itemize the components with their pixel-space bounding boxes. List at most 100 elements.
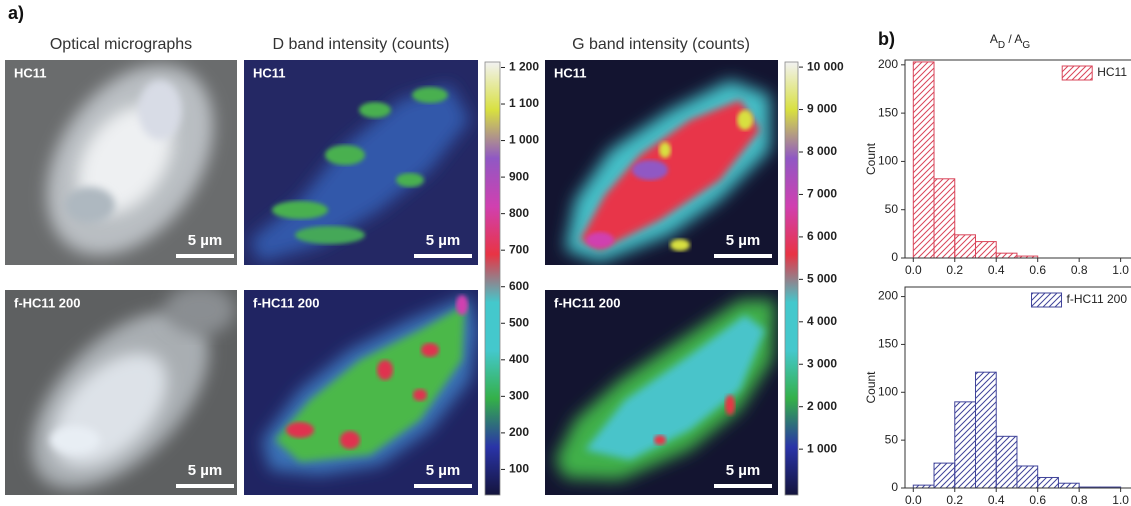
bar bbox=[995, 252, 1018, 259]
optical-image bbox=[5, 290, 237, 495]
g-band-map-shape bbox=[586, 232, 614, 248]
d-band-map-shape bbox=[325, 145, 365, 165]
d-band-map-shape bbox=[456, 295, 468, 315]
sample-label: HC11 bbox=[554, 65, 587, 80]
g-band-map bbox=[545, 60, 778, 265]
sample-label: f-HC11 200 bbox=[253, 295, 319, 310]
y-tick-label: 0 bbox=[891, 480, 898, 494]
optical-image bbox=[5, 60, 237, 265]
sample-label: HC11 bbox=[253, 65, 286, 80]
colorbar-tick-label: 9 000 bbox=[807, 102, 837, 116]
colorbar-tick-label: 3 000 bbox=[807, 356, 837, 370]
sample-label: HC11 bbox=[14, 65, 47, 80]
g-band-map-shape bbox=[580, 100, 760, 250]
plot-frame bbox=[904, 286, 1131, 489]
optical-image-shape bbox=[50, 426, 100, 454]
d-band-map bbox=[244, 290, 478, 495]
y-tick-label: 150 bbox=[878, 105, 898, 119]
colorbar-tick-label: 100 bbox=[509, 462, 529, 476]
d-band-map-shape bbox=[359, 102, 391, 118]
column-title: Optical micrographs bbox=[50, 36, 192, 53]
g-band-map bbox=[545, 290, 778, 495]
scale-label: 5 µm bbox=[188, 232, 223, 249]
g-band-map-shape bbox=[659, 142, 671, 158]
colorbar-tick-label: 5 000 bbox=[807, 272, 837, 286]
bar bbox=[974, 241, 997, 259]
g-band-map-shape bbox=[725, 395, 735, 415]
scale-label: 5 µm bbox=[726, 232, 761, 249]
image-labels: HC11 HC11 HC11 f-HC11 200 f-HC11 200 f-H… bbox=[14, 65, 772, 488]
x-tick-label: 0.8 bbox=[1071, 493, 1088, 506]
colorbar-tick-label: 800 bbox=[509, 206, 529, 220]
x-tick-label: 1.0 bbox=[1112, 263, 1129, 277]
column-title: G band intensity (counts) bbox=[572, 36, 750, 53]
chart-title: AD / AG bbox=[990, 32, 1031, 51]
g-band-map-shape bbox=[670, 239, 690, 251]
y-tick-label: 100 bbox=[878, 154, 898, 168]
bar bbox=[954, 401, 976, 489]
d-band-map-shape bbox=[412, 87, 448, 103]
colorbar-tick-label: 200 bbox=[509, 425, 529, 439]
title-part: / A bbox=[1005, 32, 1022, 46]
colorbar-tick-label: 600 bbox=[509, 279, 529, 293]
colorbar-tick-label: 2 000 bbox=[807, 399, 837, 413]
scale-label: 5 µm bbox=[426, 462, 461, 479]
x-tick-label: 0.4 bbox=[988, 263, 1005, 277]
x-tick-label: 0.0 bbox=[905, 493, 922, 506]
d-band-map-shape bbox=[377, 360, 393, 380]
x-tick-label: 0.2 bbox=[946, 263, 963, 277]
legend-swatch bbox=[1061, 65, 1093, 81]
panel-label: a) bbox=[8, 3, 24, 23]
colorbar-tick-label: 1 000 bbox=[807, 441, 837, 455]
bar bbox=[933, 178, 956, 259]
legend-label: HC11 bbox=[1097, 65, 1127, 79]
x-tick-label: 0.0 bbox=[905, 263, 922, 277]
x-tick-label: 0.8 bbox=[1071, 263, 1088, 277]
colorbar-tick-label: 4 000 bbox=[807, 314, 837, 328]
x-tick-label: 0.2 bbox=[946, 493, 963, 506]
panel-label: b) bbox=[878, 29, 895, 49]
d-band-map-shape bbox=[275, 305, 465, 462]
bar bbox=[912, 61, 935, 259]
d-band-map-shape bbox=[413, 389, 427, 401]
y-tick-label: 200 bbox=[878, 57, 898, 71]
title-part: D bbox=[998, 40, 1005, 51]
optical-image-shape bbox=[165, 290, 235, 335]
x-tick-label: 0.6 bbox=[1029, 493, 1046, 506]
d-band-map-shape bbox=[340, 431, 360, 449]
scale-label: 5 µm bbox=[726, 462, 761, 479]
legend-label: f-HC11 200 bbox=[1067, 292, 1128, 306]
optical-image-shape bbox=[65, 187, 115, 223]
scale-label: 5 µm bbox=[426, 232, 461, 249]
g-band-map-shape bbox=[585, 315, 765, 460]
title-part: G bbox=[1022, 40, 1030, 51]
d-band-map bbox=[244, 60, 478, 265]
colorbar-tick-label: 10 000 bbox=[807, 59, 844, 73]
title-part: A bbox=[990, 32, 998, 46]
y-tick-label: 100 bbox=[878, 384, 898, 398]
colorbar-tick-label: 900 bbox=[509, 169, 529, 183]
bar bbox=[954, 234, 976, 259]
d-band-map-shape bbox=[286, 422, 314, 438]
bar bbox=[933, 462, 956, 489]
colorbar bbox=[484, 61, 501, 496]
legend-swatch bbox=[1031, 292, 1063, 308]
y-tick-label: 200 bbox=[878, 289, 898, 303]
y-axis-label: Count bbox=[864, 142, 878, 175]
d-band-map-shape bbox=[421, 343, 439, 357]
x-tick-label: 0.4 bbox=[988, 493, 1005, 506]
bar bbox=[1037, 476, 1059, 489]
colorbar-tick-label: 7 000 bbox=[807, 187, 837, 201]
d-band-map-shape bbox=[295, 226, 365, 244]
image-labels-shape bbox=[176, 254, 772, 488]
colorbar-tick-label: 300 bbox=[509, 389, 529, 403]
x-tick-label: 0.6 bbox=[1029, 263, 1046, 277]
plot-frame bbox=[904, 59, 1131, 259]
g-band-map-shape bbox=[737, 110, 753, 130]
d-band-map-shape bbox=[396, 173, 424, 187]
sample-label: f-HC11 200 bbox=[554, 295, 620, 310]
bar bbox=[995, 435, 1018, 489]
colorbar-tick-label: 6 000 bbox=[807, 229, 837, 243]
x-tick-label: 1.0 bbox=[1112, 493, 1129, 506]
